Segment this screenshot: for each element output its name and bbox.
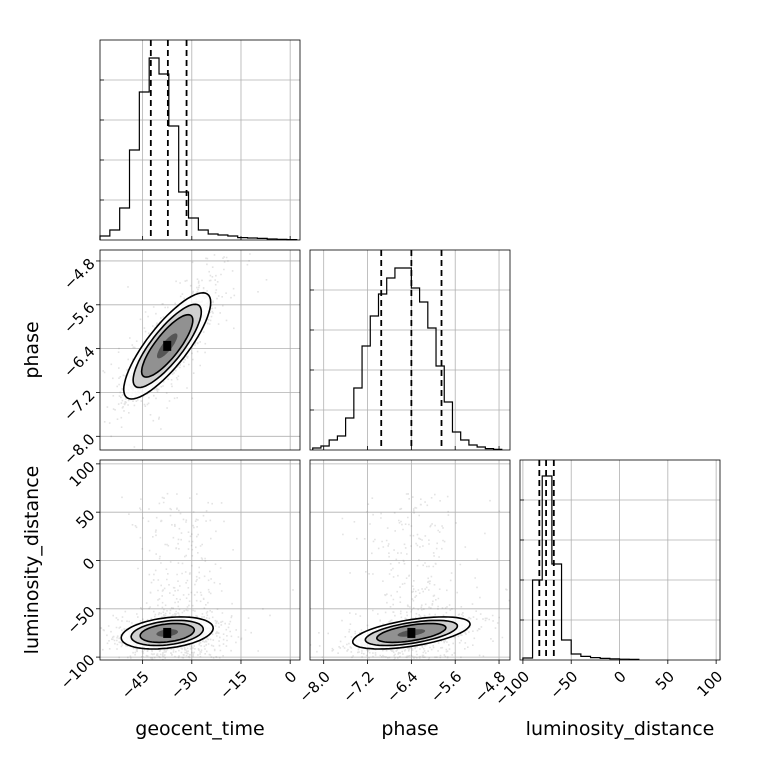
gridlines (310, 460, 510, 660)
x-axis-title-phase: phase (381, 718, 438, 740)
panel-border (519, 459, 721, 661)
histogram-step-phase (312, 267, 503, 450)
panel-hist-luminosity_distance (519, 459, 721, 661)
density-contours (122, 291, 212, 400)
density-contours (351, 616, 471, 650)
y-tick-label: −100 (57, 651, 99, 693)
histogram-step-luminosity_distance (522, 475, 640, 660)
y-tick-label: −5.6 (60, 299, 98, 337)
panel-background (100, 250, 300, 450)
y-tick-label: −50 (63, 603, 98, 638)
x-tick-label: −5.6 (427, 668, 465, 706)
panel-hist-geocent_time (99, 39, 301, 241)
panel-hist-phase (309, 249, 511, 451)
contour-level-0 (375, 622, 447, 644)
x-axis-title-luminosity_distance: luminosity_distance (526, 718, 715, 740)
sample-scatter (100, 492, 294, 660)
contour-level-2 (122, 291, 212, 400)
density-content (310, 493, 510, 660)
panel-joint-phase-luminosity_distance (309, 459, 511, 661)
contour-level-1 (130, 619, 205, 647)
panel-background (310, 250, 510, 450)
panel-border (99, 39, 301, 241)
panel-joint-geocent_time-phase (99, 249, 301, 451)
gridlines (100, 79, 300, 201)
contour-level-0 (139, 622, 196, 644)
gridlines (100, 250, 300, 450)
contour-level-0 (140, 313, 194, 378)
y-axis-title-luminosity_distance: luminosity_distance (21, 466, 43, 655)
sample-points (100, 492, 294, 660)
density-max-bin (163, 340, 172, 351)
gridlines (310, 289, 510, 411)
panel-border (309, 459, 511, 661)
y-tick-label: 0 (79, 554, 98, 573)
x-tick-label: −30 (167, 668, 202, 703)
histogram-step-geocent_time (99, 57, 298, 241)
x-tick-label: 100 (693, 668, 726, 701)
contour-level-1 (364, 619, 459, 647)
density-max-bin (407, 627, 416, 638)
panel-background (100, 40, 300, 240)
panel-joint-geocent_time-luminosity_distance (99, 459, 301, 661)
x-axis-geocent_time: −45 −30 −15 0 geocent_time (118, 660, 300, 740)
panel-border (99, 249, 301, 451)
contour-level-1 (132, 303, 203, 389)
x-axis-title-geocent_time: geocent_time (135, 718, 264, 740)
y-axis-title-phase: phase (21, 321, 43, 378)
panel-background (520, 460, 720, 660)
contour-level-2 (120, 616, 215, 650)
x-tick-label: 0 (281, 668, 300, 687)
panel-border (309, 249, 511, 451)
x-tick-label: −6.4 (383, 668, 421, 706)
x-tick-label: −50 (546, 668, 581, 703)
x-tick-label: −8.0 (295, 668, 333, 706)
y-tick-label: −7.2 (60, 386, 98, 424)
density-max-bin (163, 627, 172, 638)
panel-border (99, 459, 301, 661)
contour-level-2 (351, 616, 471, 650)
y-tick-label: −6.4 (60, 342, 98, 380)
density-content (102, 253, 268, 448)
x-tick-label: −45 (118, 668, 153, 703)
x-tick-label: 50 (652, 668, 678, 694)
density-content (100, 492, 294, 660)
x-tick-label: −7.2 (339, 668, 377, 706)
y-tick-label: 50 (72, 506, 98, 532)
density-contours (120, 616, 215, 650)
gridlines (522, 460, 717, 660)
y-tick-label: −4.8 (60, 255, 98, 293)
gridlines (142, 40, 291, 240)
x-tick-label: 0 (610, 668, 629, 687)
x-tick-label: −15 (216, 668, 251, 703)
